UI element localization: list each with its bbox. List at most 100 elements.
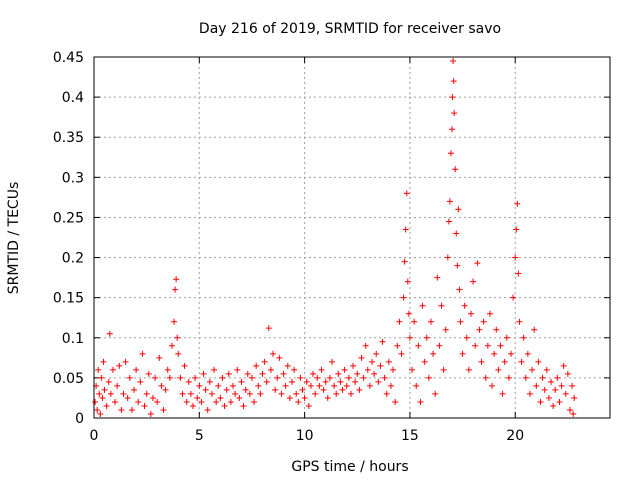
y-tick-label: 0.05	[53, 371, 84, 387]
data-point	[248, 374, 255, 381]
data-point	[350, 362, 357, 369]
data-point	[276, 354, 283, 361]
data-point	[423, 334, 430, 341]
data-point	[445, 218, 452, 225]
data-point	[515, 270, 522, 277]
data-point	[152, 374, 159, 381]
y-tick-label: 0.4	[62, 90, 84, 106]
data-point	[375, 378, 382, 385]
data-point	[196, 382, 203, 389]
data-point	[97, 410, 104, 417]
data-point	[461, 302, 468, 309]
data-point	[364, 366, 371, 373]
data-point	[513, 226, 520, 233]
data-point	[147, 410, 154, 417]
data-point	[335, 370, 342, 377]
y-tick-label: 0	[75, 411, 84, 427]
data-point	[436, 342, 443, 349]
data-point	[450, 58, 457, 65]
data-point	[310, 370, 317, 377]
data-point	[166, 374, 173, 381]
data-point	[181, 362, 188, 369]
data-point	[154, 398, 161, 405]
data-point	[95, 366, 102, 373]
data-point	[126, 374, 133, 381]
data-point	[550, 402, 557, 409]
data-point	[396, 318, 403, 325]
data-point	[103, 402, 110, 409]
data-point	[333, 390, 340, 397]
data-point	[362, 342, 369, 349]
data-point	[255, 382, 262, 389]
data-point	[211, 366, 218, 373]
data-point	[280, 370, 287, 377]
data-point	[265, 325, 272, 332]
y-tick-label: 0.3	[62, 170, 84, 186]
data-point	[168, 342, 175, 349]
data-point	[202, 386, 209, 393]
data-point	[352, 378, 359, 385]
data-point	[286, 394, 293, 401]
data-point	[232, 390, 239, 397]
data-point	[480, 318, 487, 325]
data-point	[98, 374, 105, 381]
data-point	[571, 394, 578, 401]
data-point	[94, 406, 101, 413]
data-point	[291, 366, 298, 373]
data-point	[404, 278, 411, 285]
data-point	[491, 350, 498, 357]
data-point	[263, 378, 270, 385]
data-point	[177, 374, 184, 381]
grid	[94, 57, 610, 418]
data-point	[456, 286, 463, 293]
data-point	[503, 334, 510, 341]
data-point	[446, 198, 453, 205]
x-tick-label: 20	[506, 428, 524, 444]
data-point	[413, 382, 420, 389]
y-tick-label: 0.1	[62, 331, 84, 347]
data-point	[105, 378, 112, 385]
data-point	[288, 378, 295, 385]
data-point	[116, 362, 123, 369]
data-point	[366, 382, 373, 389]
data-point	[221, 402, 228, 409]
data-point	[312, 390, 319, 397]
y-axis-label: SRMTID / TECUs	[6, 182, 22, 295]
data-point	[369, 358, 376, 365]
data-point	[529, 366, 536, 373]
data-point	[425, 374, 432, 381]
data-point	[109, 366, 116, 373]
data-point	[447, 150, 454, 157]
data-point	[187, 390, 194, 397]
data-point	[415, 342, 422, 349]
data-point	[305, 402, 312, 409]
data-point	[331, 382, 338, 389]
data-point	[570, 410, 577, 417]
data-point	[564, 370, 571, 377]
y-tick-label: 0.2	[62, 251, 84, 267]
data-point	[467, 310, 474, 317]
data-point	[234, 366, 241, 373]
data-point	[295, 398, 302, 405]
data-point	[339, 386, 346, 393]
data-point	[518, 358, 525, 365]
data-point	[434, 274, 441, 281]
data-point	[454, 262, 461, 269]
data-point	[444, 254, 451, 261]
data-point	[360, 374, 367, 381]
data-point	[371, 370, 378, 377]
data-point	[149, 394, 156, 401]
data-point	[101, 386, 108, 393]
data-point	[440, 366, 447, 373]
data-point	[270, 350, 277, 357]
data-point	[320, 386, 327, 393]
data-point	[185, 378, 192, 385]
data-point	[318, 366, 325, 373]
data-point	[417, 398, 424, 405]
data-point	[453, 230, 460, 237]
data-point	[208, 390, 215, 397]
data-point	[405, 310, 412, 317]
data-point	[133, 366, 140, 373]
data-point	[450, 78, 457, 85]
